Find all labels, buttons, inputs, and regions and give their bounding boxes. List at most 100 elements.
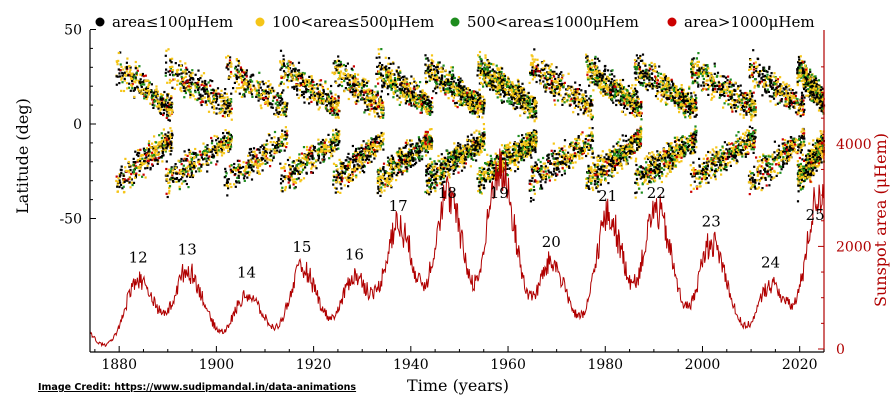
sunspot-dot-1285 [219,145,222,148]
sunspot-dot-1992 [293,85,296,88]
sunspot-dot-1465 [266,104,270,107]
sunspot-dot-1122 [189,168,192,171]
sunspot-dot-2329 [321,153,324,156]
sunspot-dot-2127 [281,65,284,68]
sunspot-dot-2669 [351,68,354,72]
sunspot-dot-148 [118,72,121,75]
sunspot-dot-1174 [190,170,193,173]
sunspot-dot-1761 [226,180,229,183]
sunspot-dot-875 [212,99,215,102]
sunspot-dot-3647 [379,194,382,197]
sunspot-dot-1278 [193,162,196,166]
sunspot-dot-3888 [423,147,426,150]
sunspot-dot-4023 [404,166,407,169]
sunspot-dot-2435 [294,186,297,189]
sunspot-dot-2827 [364,109,367,112]
sunspot-dot-262 [170,103,173,106]
sunspot-dot-1296 [206,147,209,150]
sunspot-dot-1858 [270,150,273,153]
sunspot-dot-1984 [287,67,290,70]
sunspot-dot-1836 [264,150,267,153]
sunspot-dot-4420 [451,76,454,79]
sunspot-dot-1194 [165,160,168,163]
sunspot-dot-1736 [240,166,243,169]
sunspot-dot-4513 [429,78,432,81]
sunspot-dot-1557 [239,66,242,69]
sunspot-dot-4445 [441,81,444,84]
sunspot-dot-293 [166,94,169,97]
sunspot-dot-3563 [399,83,402,86]
sunspot-dot-4548 [483,99,486,102]
sunspot-dot-2296 [283,178,287,181]
sunspot-dot-946 [203,82,207,85]
sunspot-dot-2181 [295,73,298,76]
sunspot-dot-3132 [377,134,380,137]
sunspot-dot-1840 [261,153,264,156]
sunspot-dot-507 [152,154,155,157]
sunspot-dot-4422 [456,87,459,90]
sunspot-dot-3182 [339,191,342,194]
sunspot-dot-2128 [330,100,333,103]
sunspot-dot-4992 [433,186,436,189]
sunspot-dot-916 [201,97,204,100]
sunspot-dot-2177 [317,84,320,87]
sunspot-dot-3612 [422,93,425,96]
sunspot-dot-1615 [271,143,274,146]
sunspot-dot-4953 [432,174,435,177]
sunspot-dot-1707 [264,147,267,150]
sunspot-dot-2851 [343,90,346,93]
sunspot-dot-1728 [247,159,250,162]
sunspot-dot-2092 [313,83,316,87]
sunspot-dot-3152 [347,160,350,163]
sunspot-dot-180 [170,95,173,98]
sunspot-dot-3918 [418,159,421,162]
sunspot-dot-3992 [403,169,407,172]
sunspot-dot-713 [167,48,170,51]
sunspot-dot-1893 [296,93,299,96]
sunspot-dot-4171 [450,66,453,69]
sunspot-dot-1561 [227,54,230,58]
sunspot-dot-1028 [190,173,194,177]
sunspot-dot-279 [144,80,147,83]
sunspot-dot-463 [148,152,151,155]
sunspot-dot-1133 [171,178,174,181]
sunspot-dot-2331 [282,175,285,178]
sunspot-dot-3436 [424,102,427,105]
sunspot-dot-4391 [467,106,470,109]
sunspot-dot-2009 [297,74,300,77]
sunspot-dot-3549 [426,107,429,110]
sunspot-dot-4449 [482,109,485,112]
sunspot-dot-2738 [349,75,352,78]
sunspot-dot-2373 [298,156,301,159]
sunspot-dot-877 [207,97,210,100]
sunspot-dot-4863 [447,153,450,156]
sunspot-dot-1753 [227,178,230,181]
sunspot-dot-3319 [431,97,434,100]
sunspot-dot-1427 [240,74,243,77]
sunspot-dot-4405 [481,105,484,108]
sunspot-dot-3885 [376,181,379,184]
sunspot-dot-1706 [224,170,227,173]
sunspot-dot-4755 [434,190,437,193]
sunspot-dot-38 [133,88,136,91]
sunspot-dot-4482 [465,103,468,106]
sunspot-dot-1219 [203,151,206,154]
sunspot-dot-1201 [181,172,184,175]
sunspot-dot-4554 [478,97,481,101]
sunspot-dot-4243 [451,93,454,96]
sunspot-dot-4392 [461,90,464,93]
sunspot-dot-4134 [428,79,431,82]
sunspot-dot-4001 [395,179,398,182]
sunspot-dot-679 [190,72,193,75]
sunspot-dot-2425 [335,138,338,141]
sunspot-dot-3952 [400,154,403,157]
sunspot-dot-1661 [284,130,287,133]
sunspot-dot-156 [145,96,148,99]
sunspot-dot-3602 [415,101,418,104]
sunspot-dot-3137 [360,161,363,164]
sunspot-dot-4752 [447,164,451,167]
sunspot-dot-4270 [441,70,444,73]
sunspot-dot-1484 [225,56,228,59]
sunspot-dot-1297 [230,140,233,143]
sunspot-dot-3901 [427,147,431,151]
